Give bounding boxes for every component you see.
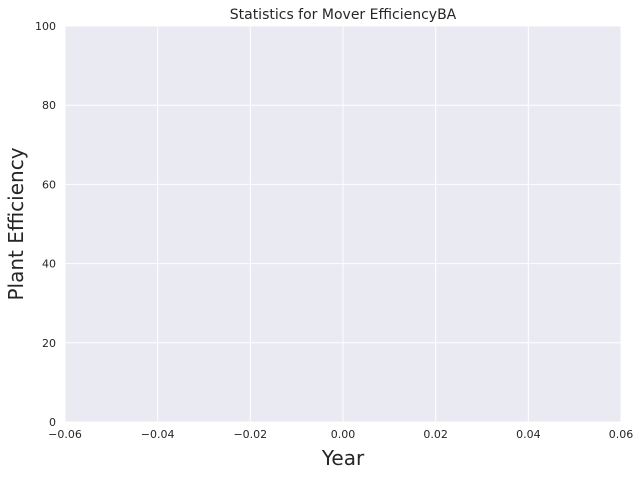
x-tick-label: 0.02 bbox=[423, 428, 448, 441]
x-tick-label: −0.06 bbox=[48, 428, 82, 441]
chart-title: Statistics for Mover EfficiencyBA bbox=[230, 7, 457, 23]
x-axis-ticks: −0.06 −0.04 −0.02 0.00 0.02 0.04 0.06 bbox=[48, 428, 633, 441]
x-tick-label: −0.04 bbox=[141, 428, 175, 441]
y-axis-ticks: 0 20 40 60 80 100 bbox=[35, 20, 56, 429]
y-tick-label: 0 bbox=[49, 416, 56, 429]
y-axis-label: Plant Efficiency bbox=[4, 147, 28, 300]
y-tick-label: 100 bbox=[35, 20, 56, 33]
y-tick-label: 80 bbox=[42, 99, 56, 112]
x-axis-label: Year bbox=[321, 446, 365, 470]
y-tick-label: 60 bbox=[42, 178, 56, 191]
x-tick-label: −0.02 bbox=[233, 428, 267, 441]
y-tick-label: 20 bbox=[42, 337, 56, 350]
x-tick-label: 0.04 bbox=[516, 428, 541, 441]
x-tick-label: 0.06 bbox=[609, 428, 634, 441]
grid bbox=[64, 25, 622, 423]
x-tick-label: 0.00 bbox=[331, 428, 356, 441]
y-tick-label: 40 bbox=[42, 258, 56, 271]
